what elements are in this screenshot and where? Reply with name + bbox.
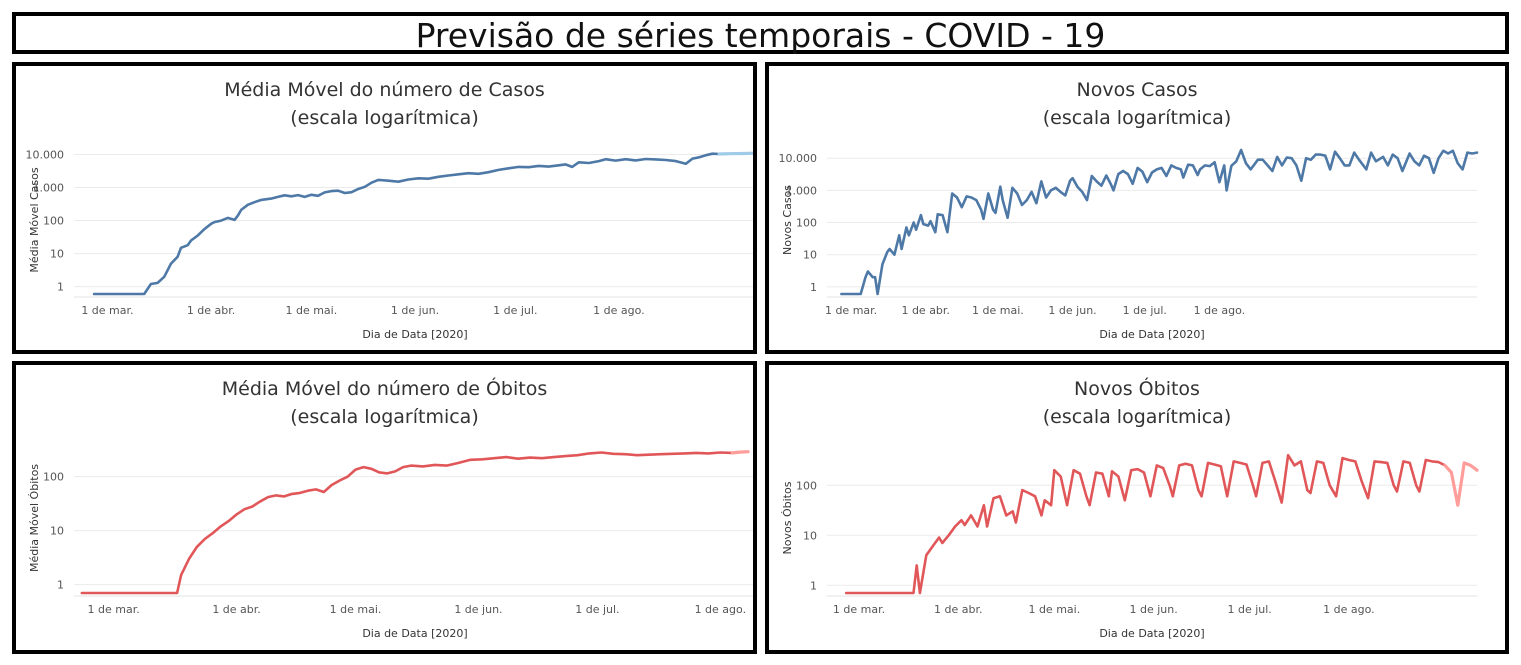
chart-subtitle: (escala logarítmica) [290,406,479,428]
panel-media-movel-obitos: Média Móvel do número de Óbitos (escala … [12,361,757,654]
y-axis-label: Novos Óbitos [781,481,794,554]
y-tick-label: 100 [796,217,817,230]
y-tick-label: 1 [810,579,817,592]
y-tick-label: 10 [803,529,817,542]
y-axis-label: Novos Casos [781,185,794,255]
x-tick-label: 1 de abr. [187,304,235,317]
chart-title: Novos Óbitos [1074,378,1200,400]
x-tick-label: 1 de mai. [1028,603,1080,616]
page-title: Previsão de séries temporais - COVID - 1… [415,16,1106,55]
x-tick-label: 1 de abr. [934,603,982,616]
x-tick-label: 1 de mar. [81,304,133,317]
x-tick-label: 1 de mai. [972,304,1024,317]
page-title-box: Previsão de séries temporais - COVID - 1… [12,12,1509,54]
x-tick-label: 1 de ago. [695,603,747,616]
x-axis-label: Dia de Data [2020] [1099,328,1204,341]
forecast-series-line [1443,461,1479,507]
x-tick-label: 1 de ago. [1323,603,1375,616]
chart-subtitle: (escala logarítmica) [290,107,479,129]
chart-media-movel-obitos: 1 10 100 1 de mar. 1 de abr. 1 de mai. 1 de ju… [28,450,753,640]
y-tick-label: 1 [810,281,817,294]
y-tick-label: 10 [803,249,817,262]
x-tick-label: 1 de jul. [1227,603,1271,616]
x-tick-label: 1 de jun. [1048,304,1096,317]
series-line [92,152,721,296]
y-tick-label: 10.000 [26,148,65,161]
series-line [840,148,1479,296]
forecast-series-line [730,450,750,455]
chart-novos-casos: 1 10 100 1.000 10.000 1 de mar. 1 de abr. 1 de … [779,148,1479,341]
panel-media-movel-casos: Média Móvel do número de Casos (escala l… [12,62,757,354]
chart-subtitle: (escala logarítmica) [1042,107,1232,129]
y-tick-label: 10.000 [779,152,818,165]
x-tick-label: 1 de mar. [833,603,885,616]
x-tick-label: 1 de jul. [1123,304,1167,317]
chart-title: Média Móvel do número de Casos [224,79,545,101]
y-tick-label: 1 [57,579,64,592]
chart-subtitle: (escala logarítmica) [1042,406,1232,428]
x-tick-label: 1 de abr. [212,603,260,616]
x-tick-label: 1 de jun. [454,603,502,616]
y-tick-label: 100 [43,471,64,484]
x-tick-label: 1 de jul. [493,304,537,317]
y-tick-label: 100 [796,479,817,492]
y-tick-label: 1.000 [786,184,818,197]
x-tick-label: 1 de mai. [285,304,337,317]
x-axis-label: Dia de Data [2020] [362,627,467,640]
panel-novos-obitos: Novos Óbitos (escala logarítmica) 1 10 100… [765,361,1509,654]
chart-title: Média Móvel do número de Óbitos [221,378,548,400]
x-axis-label: Dia de Data [2020] [362,328,467,341]
y-axis-label: Média Móvel Casos [28,167,41,272]
x-tick-label: 1 de jul. [575,603,619,616]
y-tick-label: 1 [57,281,64,294]
x-tick-label: 1 de jun. [391,304,439,317]
x-tick-label: 1 de ago. [1194,304,1246,317]
y-tick-label: 1.000 [33,181,65,194]
y-tick-label: 10 [50,248,64,261]
x-tick-label: 1 de jun. [1129,603,1177,616]
series-line [844,453,1453,595]
y-tick-label: 100 [43,215,64,228]
x-axis-label: Dia de Data [2020] [1099,627,1204,640]
series-line [80,451,734,595]
forecast-series-line [717,151,753,156]
y-axis-label: Média Móvel Óbitos [28,464,41,572]
panel-novos-casos: Novos Casos (escala logarítmica) 1 10 100 1… [765,62,1509,354]
x-tick-label: 1 de mar. [825,304,877,317]
x-tick-label: 1 de mar. [88,603,140,616]
chart-media-movel-casos: 1 10 100 1.000 10.000 1 de mar. 1 de abr. 1 de … [26,148,753,341]
x-tick-label: 1 de mai. [330,603,382,616]
chart-title: Novos Casos [1076,79,1198,101]
x-tick-label: 1 de abr. [901,304,949,317]
chart-novos-obitos: 1 10 100 1 de mar. 1 de abr. 1 de mai. 1 de ju… [781,453,1479,640]
y-tick-label: 10 [50,525,64,538]
x-tick-label: 1 de ago. [593,304,645,317]
